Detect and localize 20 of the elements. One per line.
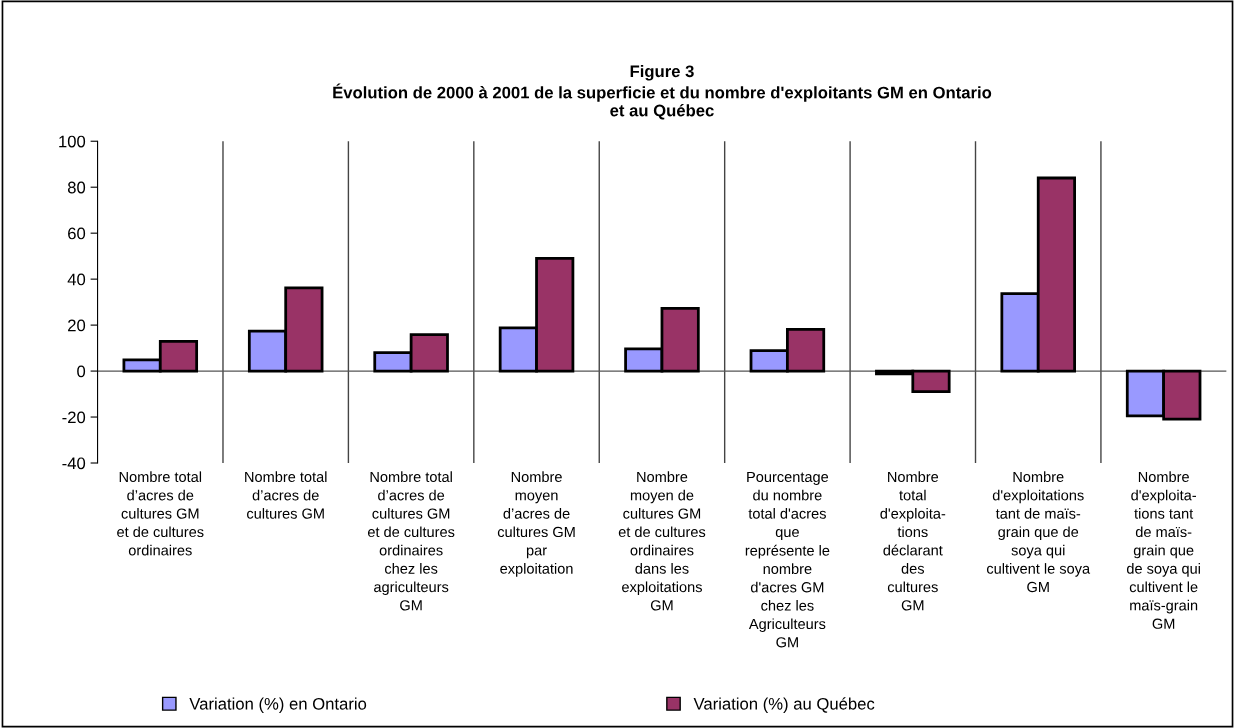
y-tick-label: 60 bbox=[68, 227, 86, 240]
y-tick-label: -20 bbox=[62, 411, 86, 424]
category-label: Nombre d'exploita- tions tant de maïs- grain que de soya qui cultivent le maïs-grain GM bbox=[1126, 471, 1200, 629]
x-tick-label: Nombre total d'exploita- tions déclarant des cultures GM bbox=[880, 471, 946, 611]
x-tick-label: Nombre moyen de cultures GM et de cultures ordinaires dans les exploitations GM bbox=[618, 471, 706, 611]
y-tick-label: 0 bbox=[77, 365, 86, 378]
y-tick-label: -40 bbox=[62, 457, 86, 470]
x-tick-label: Nombre moyen d’acres de cultures GM par exploitation bbox=[497, 471, 575, 577]
y-tick-label: 80 bbox=[67, 181, 86, 194]
x-tick-label: Nombre total d’acres de cultures GM et de cultures ordinaires bbox=[117, 471, 204, 556]
y-tick-label: 40 bbox=[67, 273, 86, 286]
chart-title: Figure 3 Évolution de 2000 à 2001 de la superficie et du nombre d'exploitants GM en Ontario et au Québec bbox=[333, 64, 992, 120]
legend-label: Variation (%) en Ontario bbox=[189, 697, 367, 713]
x-tick-label: Nombre d'exploitations tant de maïs- grain que de soya qui cultivent le soya GM bbox=[986, 471, 1091, 593]
y-tick-label: 20 bbox=[68, 319, 86, 332]
category-label: Pourcentage du nombre total d'acres que représente le nombre d'acres GM chez les Agriculteurs GM bbox=[745, 471, 830, 648]
x-tick-label: Nombre total d’acres de cultures GM bbox=[245, 471, 327, 519]
x-tick-label: Nombre total d’acres de cultures GM et de cultures ordinaires chez les agriculteurs GM bbox=[367, 471, 455, 611]
legend-label: Variation (%) au Québec bbox=[693, 697, 875, 713]
y-tick-label: 100 bbox=[59, 135, 86, 148]
